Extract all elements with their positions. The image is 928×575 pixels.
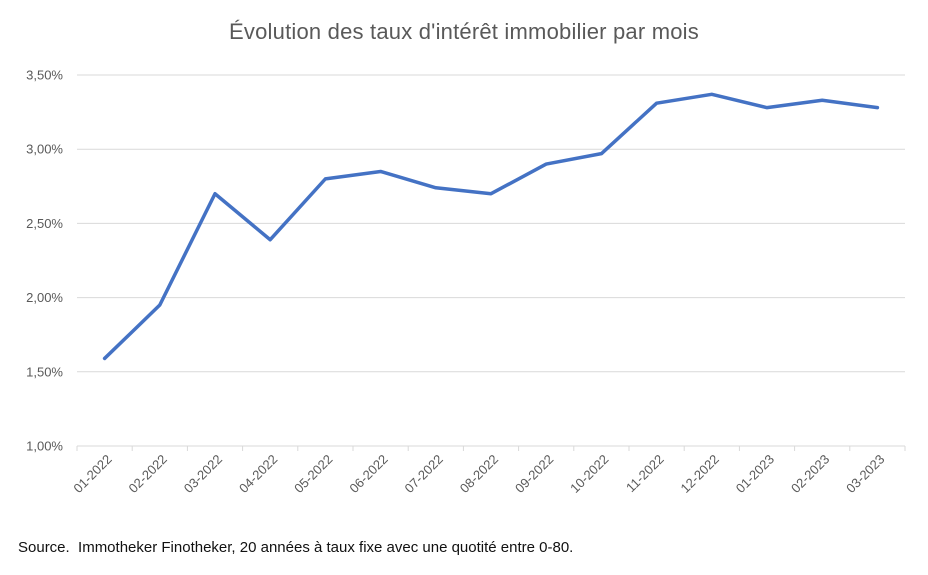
x-axis-tick-label: 01-2023 — [733, 452, 777, 496]
x-axis-tick-label: 05-2022 — [291, 452, 335, 496]
y-axis-tick-label: 1,00% — [26, 439, 63, 454]
chart-title: Évolution des taux d'intérêt immobilier … — [229, 19, 699, 44]
x-axis-tick-label: 02-2022 — [126, 452, 170, 496]
x-axis-tick-label: 01-2022 — [70, 452, 114, 496]
x-axis-tick-label: 11-2022 — [623, 452, 667, 496]
y-axis-tick-label: 2,00% — [26, 290, 63, 305]
x-axis-tick-label: 06-2022 — [346, 452, 390, 496]
y-axis-tick-label: 3,50% — [26, 68, 63, 83]
y-axis-tick-label: 2,50% — [26, 216, 63, 231]
y-axis-tick-label: 1,50% — [26, 364, 63, 379]
x-axis-tick-label: 04-2022 — [236, 452, 280, 496]
data-line-series — [102, 92, 880, 361]
x-axis-tick-label: 08-2022 — [457, 452, 501, 496]
x-axis-tick-label: 12-2022 — [678, 452, 722, 496]
x-axis-tick-label: 07-2022 — [402, 452, 446, 496]
x-axis-tick-label: 10-2022 — [567, 452, 611, 496]
line-chart-plot-area: 1,00% 1,50% 2,00% 2,50% 3,00% 3,50% 01-2022 02-… — [26, 68, 906, 496]
source-note: Source. Immotheker Finotheker, 20 années… — [18, 539, 574, 556]
y-axis-tick-label: 3,00% — [26, 142, 63, 157]
x-axis-tick-label: 03-2022 — [181, 452, 225, 496]
x-axis-tick-label: 02-2023 — [788, 452, 832, 496]
x-axis-tick-label: 09-2022 — [512, 452, 556, 496]
x-axis-tick-label: 03-2023 — [843, 452, 887, 496]
